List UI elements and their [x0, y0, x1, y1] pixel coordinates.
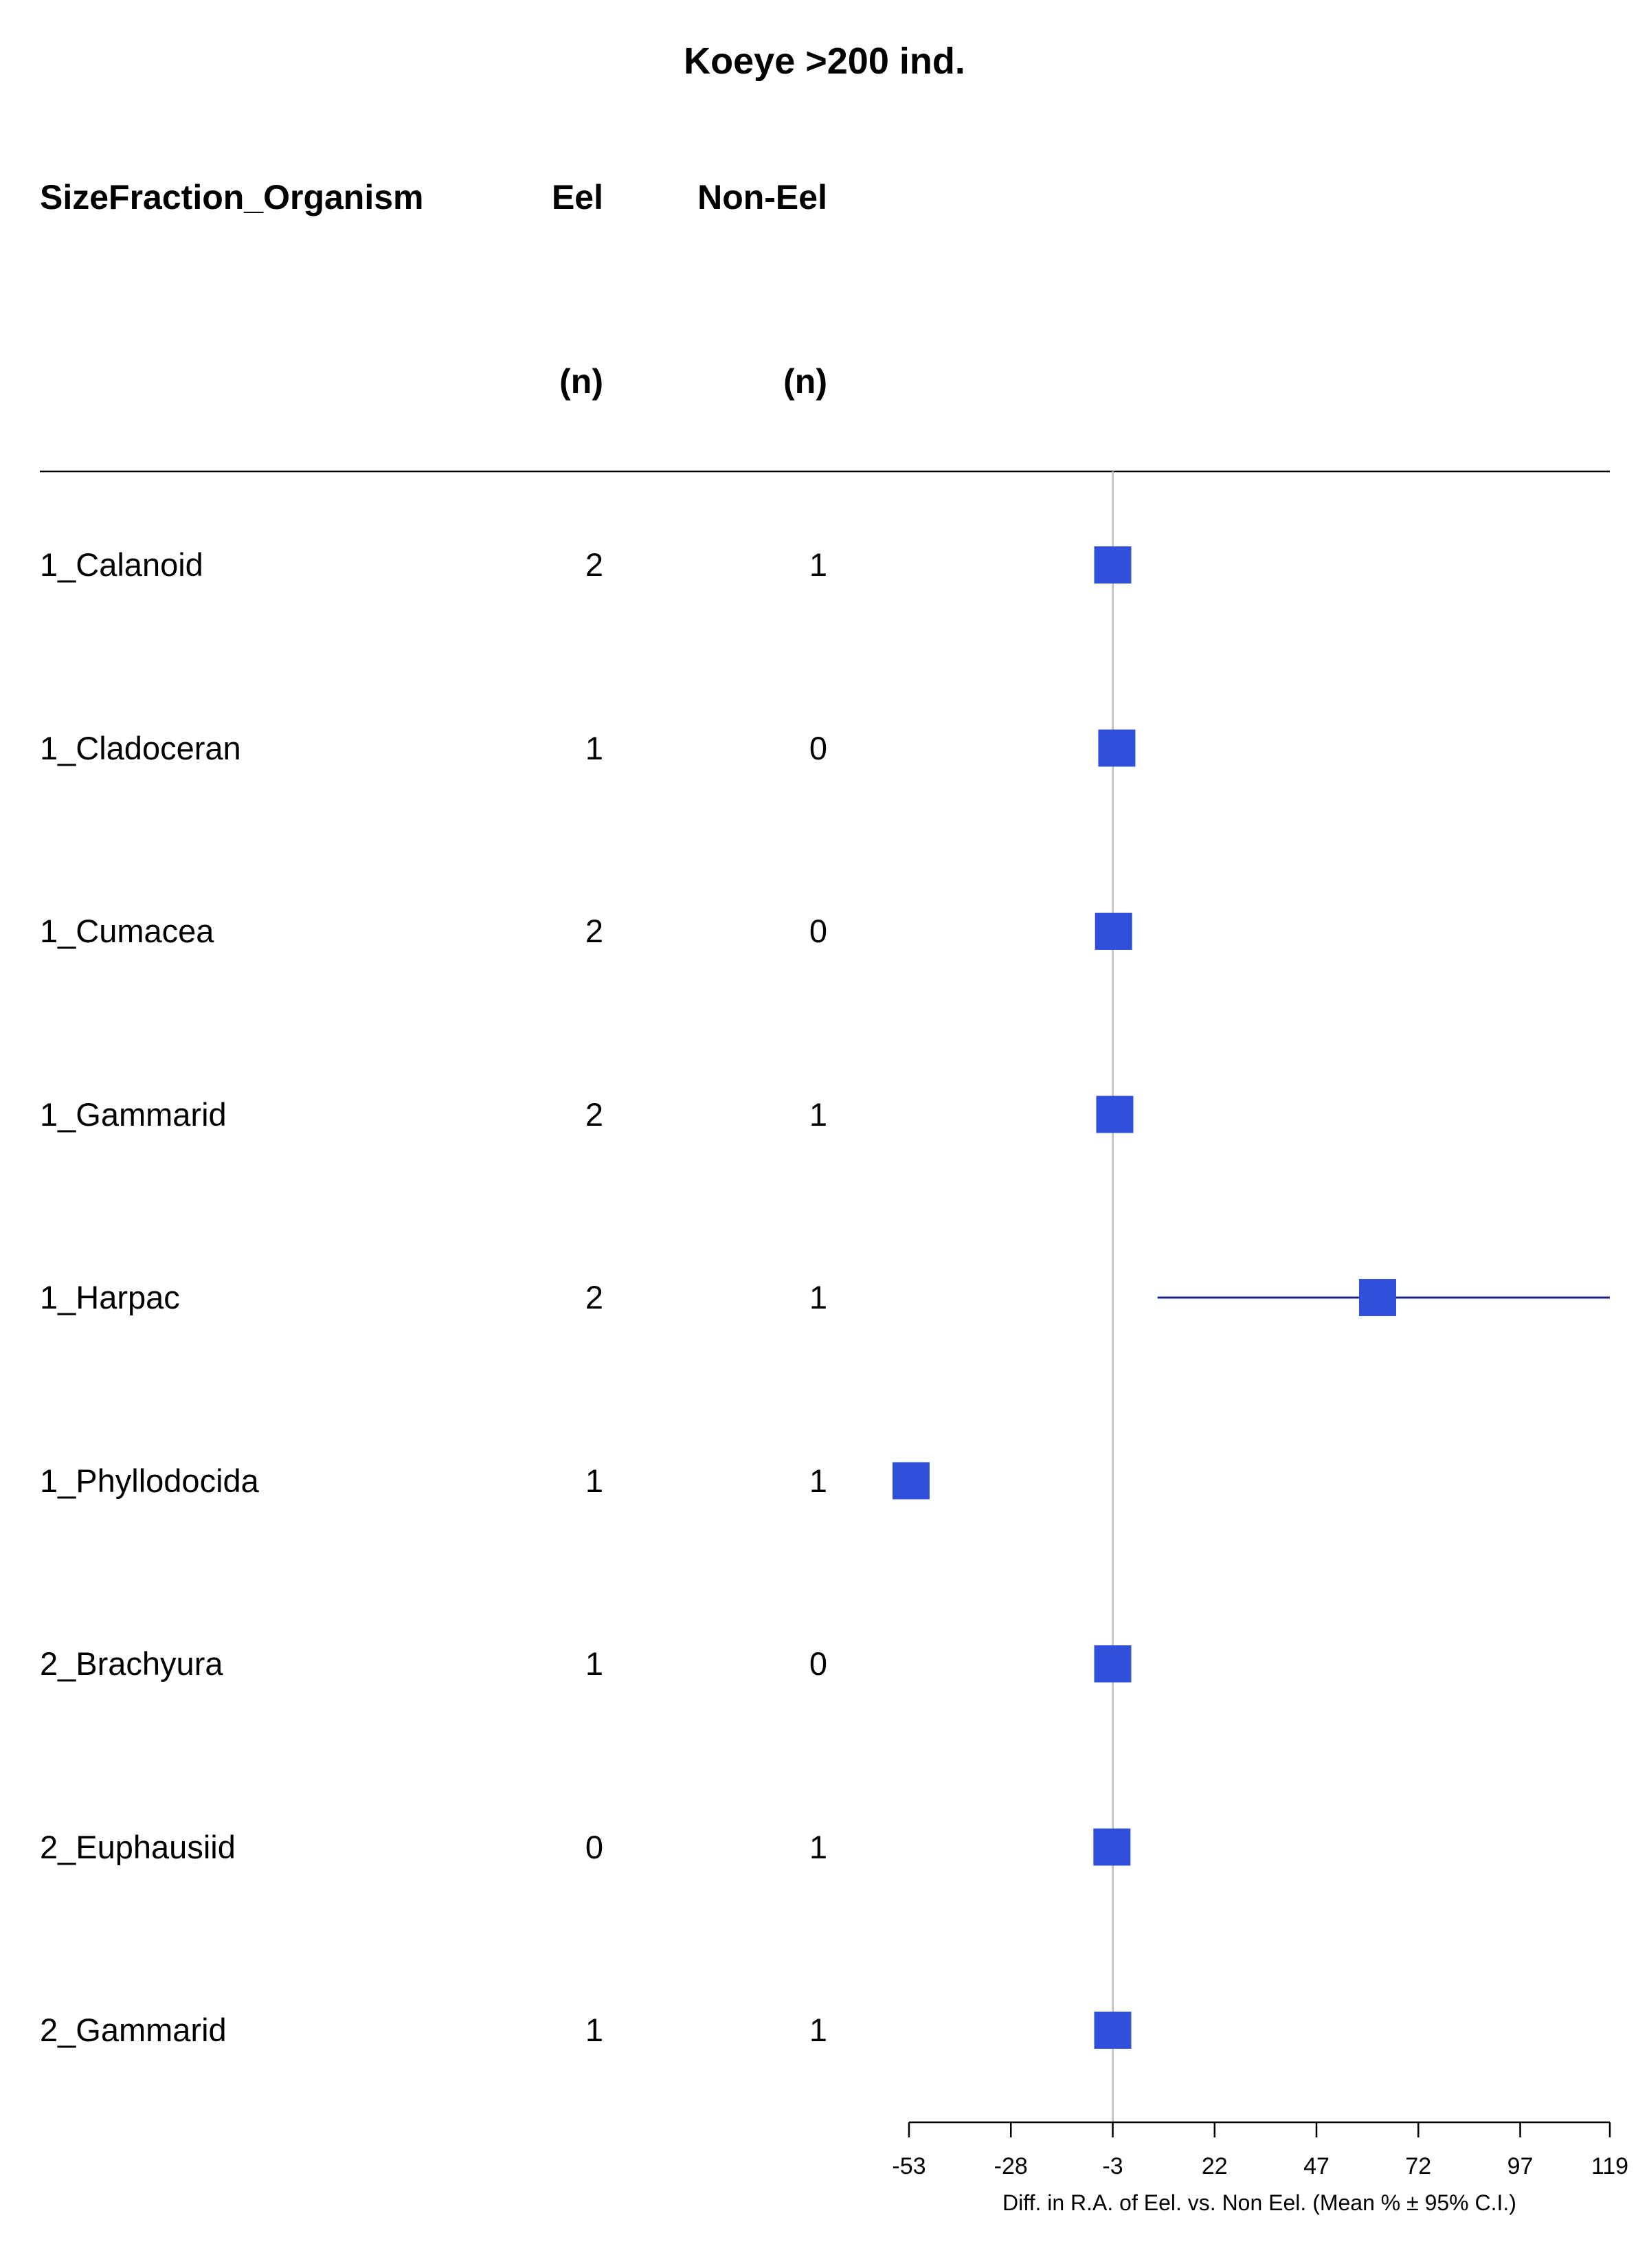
mean-box-1_Cumacea — [1095, 913, 1132, 950]
eel-count: 1 — [585, 2012, 603, 2048]
non-eel-count: 0 — [809, 913, 827, 949]
eel-count: 2 — [585, 1279, 603, 1315]
row-label: 1_Calanoid — [40, 546, 203, 583]
x-tick-label: 97 — [1507, 2153, 1534, 2179]
eel-count: 1 — [585, 729, 603, 766]
x-tick-label: -53 — [892, 2153, 926, 2179]
eel-count: 1 — [585, 1462, 603, 1499]
header-organism: SizeFraction_Organism — [40, 178, 424, 216]
row-label: 2_Gammarid — [40, 2012, 227, 2048]
row-label: 1_Harpac — [40, 1279, 180, 1315]
row-label: 1_Phyllodocida — [40, 1462, 259, 1499]
mean-box-2_Euphausiid — [1093, 1828, 1131, 1866]
x-tick-label: 22 — [1202, 2153, 1228, 2179]
mean-box-1_Harpac — [1358, 1279, 1396, 1316]
non-eel-count: 0 — [809, 729, 827, 766]
non-eel-count: 1 — [809, 1096, 827, 1133]
eel-count: 2 — [585, 546, 603, 583]
mean-box-1_Gammarid — [1096, 1096, 1134, 1133]
eel-count: 2 — [585, 1096, 603, 1133]
mean-box-1_Phyllodocida — [892, 1462, 930, 1500]
mean-box-1_Calanoid — [1094, 546, 1132, 583]
row-label: 1_Gammarid — [40, 1096, 227, 1133]
x-tick-label: -3 — [1102, 2153, 1123, 2179]
header-eel: Eel — [551, 178, 603, 216]
x-tick-label: -28 — [994, 2153, 1028, 2179]
x-tick-label: 47 — [1303, 2153, 1330, 2179]
header-non-eel: Non-Eel — [697, 178, 827, 216]
header-non-eel-n: (n) — [783, 362, 827, 401]
mean-box-1_Cladoceran — [1098, 729, 1136, 767]
eel-count: 2 — [585, 913, 603, 949]
non-eel-count: 1 — [809, 546, 827, 583]
x-tick-label: 119 — [1591, 2153, 1628, 2179]
row-label: 1_Cladoceran — [40, 729, 241, 766]
non-eel-count: 1 — [809, 1828, 827, 1865]
mean-box-2_Brachyura — [1094, 1645, 1132, 1682]
row-label: 2_Brachyura — [40, 1645, 223, 1682]
x-tick-label: 72 — [1405, 2153, 1431, 2179]
non-eel-count: 1 — [809, 1279, 827, 1315]
non-eel-count: 0 — [809, 1645, 827, 1682]
chart-title: Koeye >200 ind. — [684, 41, 965, 82]
eel-count: 0 — [585, 1828, 603, 1865]
row-label: 2_Euphausiid — [40, 1828, 236, 1865]
header-eel-n: (n) — [559, 362, 603, 401]
mean-box-2_Gammarid — [1094, 2012, 1132, 2049]
x-axis-label: Diff. in R.A. of Eel. vs. Non Eel. (Mean… — [1002, 2190, 1516, 2215]
non-eel-count: 1 — [809, 2012, 827, 2048]
row-label: 1_Cumacea — [40, 913, 214, 949]
eel-count: 1 — [585, 1645, 603, 1682]
non-eel-count: 1 — [809, 1462, 827, 1499]
